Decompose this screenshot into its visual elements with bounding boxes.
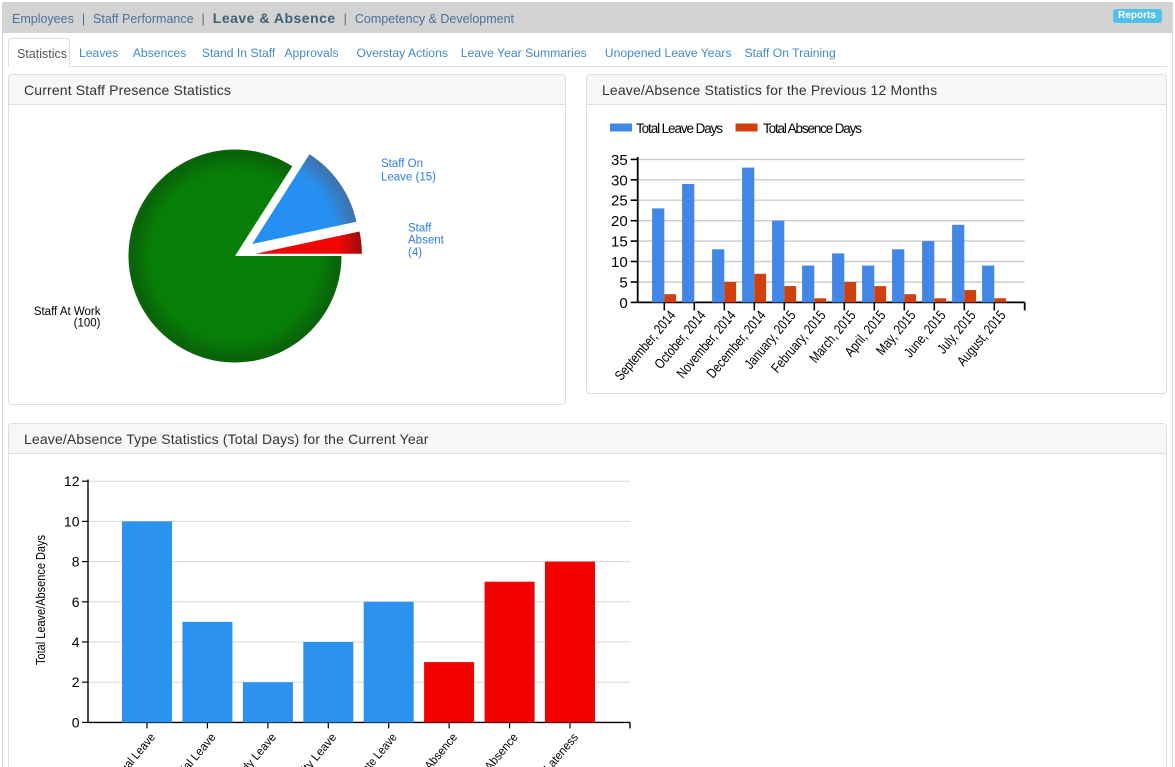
svg-text:4: 4	[72, 634, 80, 650]
svg-text:8: 8	[72, 554, 80, 570]
svg-text:Staff On: Staff On	[381, 158, 423, 170]
svg-text:35: 35	[611, 152, 628, 169]
svg-text:30: 30	[611, 172, 628, 189]
svg-text:5: 5	[619, 275, 627, 292]
svg-text:Study Leave: Study Leave	[228, 730, 279, 767]
svg-text:15: 15	[611, 234, 628, 251]
svg-text:Leave (15): Leave (15)	[381, 172, 436, 184]
svg-text:Total Leave/Absence Days: Total Leave/Absence Days	[33, 535, 48, 665]
svg-text:(100): (100)	[74, 318, 101, 330]
svg-text:Sick Absence: Sick Absence	[406, 730, 460, 767]
svg-text:Special Leave: Special Leave	[161, 730, 218, 767]
svg-text:20: 20	[611, 213, 628, 230]
svg-text:10: 10	[64, 513, 80, 529]
svg-text:Other Absence: Other Absence	[462, 730, 521, 767]
svg-text:Annual Leave: Annual Leave	[105, 730, 158, 767]
svg-text:Maternity Leave: Maternity Leave	[275, 730, 339, 767]
svg-text:25: 25	[611, 193, 628, 210]
svg-text:0: 0	[619, 295, 627, 312]
svg-text:10: 10	[611, 254, 628, 271]
svg-text:Lateness: Lateness	[541, 730, 581, 767]
svg-text:2: 2	[72, 674, 80, 690]
svg-text:(4): (4)	[408, 247, 422, 259]
svg-text:12: 12	[64, 473, 80, 489]
svg-text:6: 6	[72, 594, 80, 610]
svg-text:Absent: Absent	[408, 235, 445, 247]
svg-text:Staff: Staff	[408, 223, 432, 235]
svg-text:Total Leave Days: Total Leave Days	[636, 121, 723, 136]
svg-text:Total Absence Days: Total Absence Days	[763, 121, 862, 136]
svg-text:0: 0	[72, 714, 80, 730]
svg-text:Staff At Work: Staff At Work	[34, 306, 101, 318]
